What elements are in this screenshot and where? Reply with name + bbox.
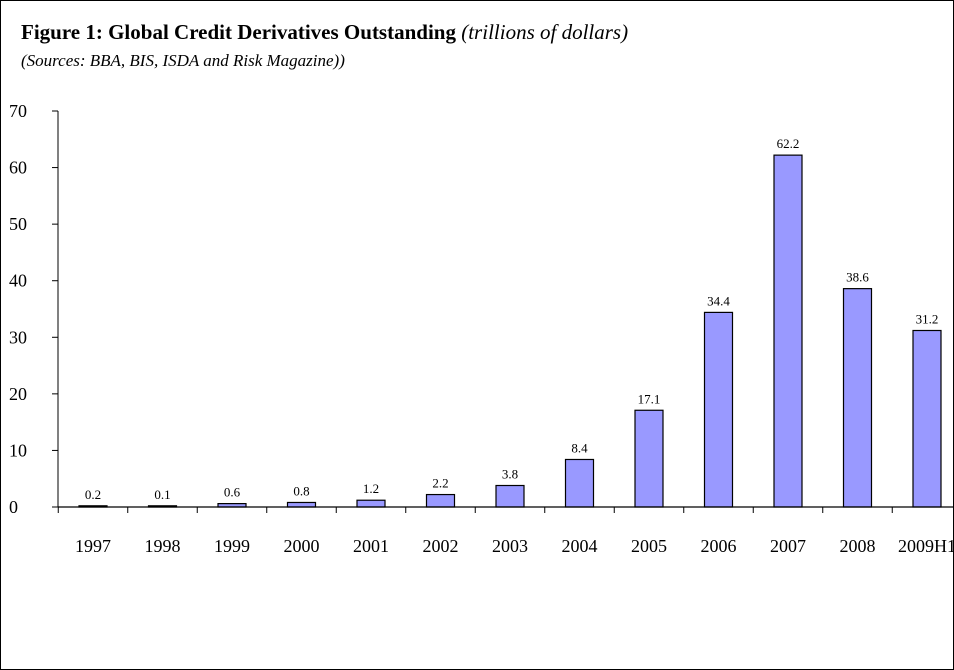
bar xyxy=(703,311,734,508)
bar xyxy=(495,484,525,508)
chart-subtitle: (Sources: BBA, BIS, ISDA and Risk Magazi… xyxy=(21,51,345,70)
chart-title-unit: (trillions of dollars) xyxy=(461,20,629,44)
y-tick-label: 40 xyxy=(9,271,27,291)
chart-title-main: Figure 1: Global Credit Derivatives Outs… xyxy=(21,20,456,44)
y-tick-label: 70 xyxy=(9,101,27,121)
data-label: 2.2 xyxy=(432,476,448,491)
x-tick-label: 2007 xyxy=(770,536,806,556)
data-label: 31.2 xyxy=(916,311,939,326)
data-label: 3.8 xyxy=(502,467,518,482)
x-tick-label: 1997 xyxy=(75,536,111,556)
x-tick-label: 2006 xyxy=(701,536,737,556)
data-label: 34.4 xyxy=(707,293,730,308)
data-label: 8.4 xyxy=(571,440,588,455)
data-label: 17.1 xyxy=(638,391,661,406)
x-tick-label: 1998 xyxy=(145,536,181,556)
x-tick-label: 2003 xyxy=(492,536,528,556)
y-tick-label: 10 xyxy=(9,440,27,460)
y-tick-label: 30 xyxy=(9,327,27,347)
data-label: 0.2 xyxy=(85,487,101,502)
x-tick-label: 2009H1 xyxy=(898,536,953,556)
y-tick-label: 0 xyxy=(9,497,18,517)
x-tick-label: 2000 xyxy=(284,536,320,556)
bar xyxy=(286,501,317,508)
y-tick-label: 50 xyxy=(9,214,27,234)
y-tick-label: 20 xyxy=(9,384,27,404)
chart-title: Figure 1: Global Credit Derivatives Outs… xyxy=(21,20,628,45)
y-tick-label: 60 xyxy=(9,158,27,178)
data-label: 0.1 xyxy=(154,487,170,502)
bar xyxy=(842,288,873,508)
data-label: 0.8 xyxy=(293,483,309,498)
x-tick-label: 2005 xyxy=(631,536,667,556)
x-tick-label: 2001 xyxy=(353,536,389,556)
x-tick-label: 1999 xyxy=(214,536,250,556)
data-label: 38.6 xyxy=(846,270,869,285)
data-label: 1.2 xyxy=(363,481,379,496)
x-tick-label: 2008 xyxy=(840,536,876,556)
bar xyxy=(356,499,386,508)
x-tick-label: 2002 xyxy=(423,536,459,556)
bar xyxy=(912,329,942,508)
data-label: 0.6 xyxy=(224,485,241,500)
bar xyxy=(634,409,664,508)
bar xyxy=(773,154,803,508)
data-label: 62.2 xyxy=(777,136,800,151)
x-tick-label: 2004 xyxy=(562,536,598,556)
bar xyxy=(564,458,595,508)
bar xyxy=(425,493,456,508)
